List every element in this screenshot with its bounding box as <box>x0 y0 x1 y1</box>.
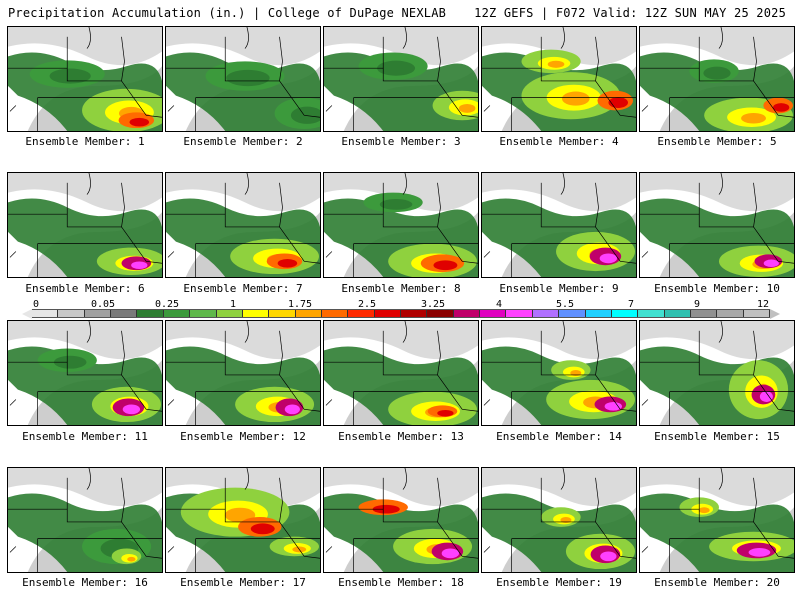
legend-color-bar <box>32 309 771 318</box>
ensemble-member-caption: Ensemble Member: 17 <box>180 576 306 589</box>
legend-color-swatch <box>58 310 85 317</box>
ensemble-member-map <box>481 320 637 426</box>
ensemble-member-map <box>165 467 321 573</box>
legend-label: 0.05 <box>90 299 116 310</box>
legend-label: 9 <box>693 299 701 310</box>
precip-color-legend: 0 0.05 0.25 1 1.75 2.5 3.25 4 5.5 7 9 12 <box>22 299 780 320</box>
ensemble-member-caption: Ensemble Member: 13 <box>338 430 464 443</box>
ensemble-member-map <box>639 467 795 573</box>
ensemble-member-map <box>639 26 795 132</box>
legend-color-swatch <box>163 310 191 317</box>
ensemble-member-caption: Ensemble Member: 8 <box>341 282 461 295</box>
legend-color-swatch <box>506 310 533 317</box>
legend-color-swatch <box>690 310 718 317</box>
legend-color-swatch <box>717 310 744 317</box>
ensemble-member-caption: Ensemble Member: 3 <box>341 135 461 148</box>
ensemble-member-caption: Ensemble Member: 6 <box>25 282 145 295</box>
ensemble-member-map <box>7 26 163 132</box>
legend-color-swatch <box>321 310 349 317</box>
ensemble-member-map <box>323 320 479 426</box>
ensemble-member-map <box>165 172 321 278</box>
run-valid-time: 12Z GEFS | F072 Valid: 12Z SUN MAY 25 20… <box>474 6 786 20</box>
ensemble-member-caption: Ensemble Member: 9 <box>499 282 619 295</box>
legend-label: 5.5 <box>555 299 575 310</box>
legend-color-swatch <box>111 310 138 317</box>
ensemble-member-caption: Ensemble Member: 1 <box>25 135 145 148</box>
ensemble-member-map <box>481 172 637 278</box>
ensemble-member-map <box>323 172 479 278</box>
ensemble-member-map <box>7 320 163 426</box>
ensemble-member-map <box>165 26 321 132</box>
ensemble-member-map <box>323 26 479 132</box>
ensemble-member-caption: Ensemble Member: 2 <box>183 135 303 148</box>
legend-color-swatch <box>190 310 217 317</box>
legend-color-swatch <box>348 310 375 317</box>
ensemble-member-caption: Ensemble Member: 5 <box>657 135 777 148</box>
legend-color-swatch <box>84 310 112 317</box>
legend-label: 7 <box>627 299 635 310</box>
legend-color-swatch <box>401 310 428 317</box>
legend-color-swatch <box>743 310 771 317</box>
ensemble-member-caption: Ensemble Member: 12 <box>180 430 306 443</box>
legend-color-swatch <box>137 310 164 317</box>
legend-color-swatch <box>559 310 586 317</box>
legend-max-arrow <box>770 309 780 319</box>
ensemble-member-caption: Ensemble Member: 10 <box>654 282 780 295</box>
legend-label: 1.75 <box>287 299 313 310</box>
ensemble-member-map <box>165 320 321 426</box>
ensemble-member-map <box>639 320 795 426</box>
legend-color-swatch <box>480 310 507 317</box>
ensemble-member-map <box>7 172 163 278</box>
legend-color-swatch <box>427 310 454 317</box>
legend-color-swatch <box>532 310 560 317</box>
legend-label: 3.25 <box>420 299 446 310</box>
legend-color-swatch <box>585 310 612 317</box>
ensemble-member-caption: Ensemble Member: 4 <box>499 135 619 148</box>
ensemble-member-map <box>7 467 163 573</box>
ensemble-member-caption: Ensemble Member: 19 <box>496 576 622 589</box>
legend-label: 12 <box>756 299 770 310</box>
ensemble-member-map <box>639 172 795 278</box>
legend-color-swatch <box>374 310 402 317</box>
legend-label: 0 <box>32 299 40 310</box>
legend-color-swatch <box>664 310 691 317</box>
ensemble-member-caption: Ensemble Member: 15 <box>654 430 780 443</box>
legend-color-swatch <box>242 310 270 317</box>
legend-color-swatch <box>453 310 481 317</box>
ensemble-member-map <box>481 26 637 132</box>
ensemble-member-map <box>323 467 479 573</box>
legend-color-swatch <box>295 310 322 317</box>
ensemble-member-map <box>481 467 637 573</box>
ensemble-member-caption: Ensemble Member: 16 <box>22 576 148 589</box>
legend-color-swatch <box>32 310 59 317</box>
ensemble-member-caption: Ensemble Member: 14 <box>496 430 622 443</box>
legend-label: 1 <box>229 299 237 310</box>
legend-color-swatch <box>638 310 665 317</box>
legend-color-swatch <box>611 310 639 317</box>
legend-label: 0.25 <box>154 299 180 310</box>
legend-color-swatch <box>216 310 243 317</box>
legend-min-arrow <box>22 309 32 319</box>
map-title: Precipitation Accumulation (in.) | Colle… <box>8 6 447 20</box>
legend-label: 4 <box>495 299 503 310</box>
legend-color-swatch <box>269 310 296 317</box>
ensemble-member-caption: Ensemble Member: 20 <box>654 576 780 589</box>
ensemble-member-caption: Ensemble Member: 18 <box>338 576 464 589</box>
ensemble-member-caption: Ensemble Member: 11 <box>22 430 148 443</box>
legend-label: 2.5 <box>357 299 377 310</box>
ensemble-member-caption: Ensemble Member: 7 <box>183 282 303 295</box>
